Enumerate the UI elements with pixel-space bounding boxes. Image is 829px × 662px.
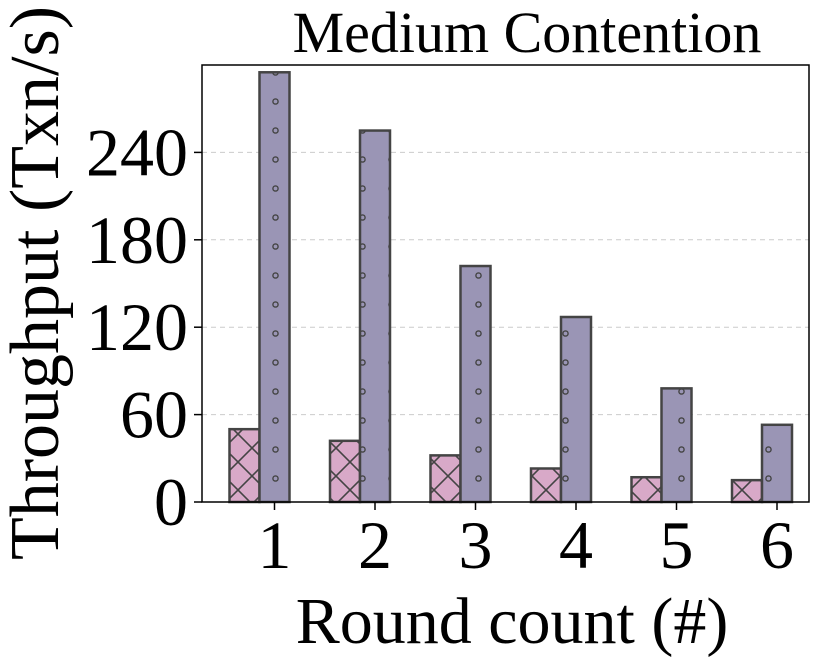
x-tick-label: 1: [258, 507, 292, 583]
bar: [459, 264, 492, 504]
x-axis-label: Round count (#): [296, 585, 729, 658]
x-tick-label: 5: [660, 507, 694, 583]
bar: [559, 315, 593, 504]
tick-marks: [194, 151, 778, 510]
chart-title: Medium Contention: [293, 0, 762, 65]
x-tick-label: 4: [559, 507, 593, 583]
grid-lines: [202, 151, 809, 416]
y-tick-label: 120: [86, 289, 188, 365]
bar: [660, 387, 693, 504]
bar: [258, 71, 291, 504]
x-tick-label: 6: [760, 507, 794, 583]
y-tick-label: 60: [120, 377, 188, 453]
x-tick-label: 2: [358, 507, 392, 583]
y-axis-label: Throughput (Txn/s): [0, 6, 74, 560]
bar: [328, 439, 362, 504]
bar: [630, 475, 663, 504]
bar: [228, 427, 261, 504]
x-tick-label: 3: [459, 507, 493, 583]
y-tick-label: 240: [86, 114, 188, 190]
bar: [760, 423, 794, 504]
plot-frame: [201, 64, 810, 503]
bar: [730, 478, 764, 504]
y-tick-label: 180: [86, 202, 188, 278]
y-tick-label: 0: [154, 464, 188, 540]
bars: [228, 71, 794, 504]
bar: [429, 454, 462, 504]
bar: [358, 129, 392, 504]
bar: [529, 467, 563, 504]
